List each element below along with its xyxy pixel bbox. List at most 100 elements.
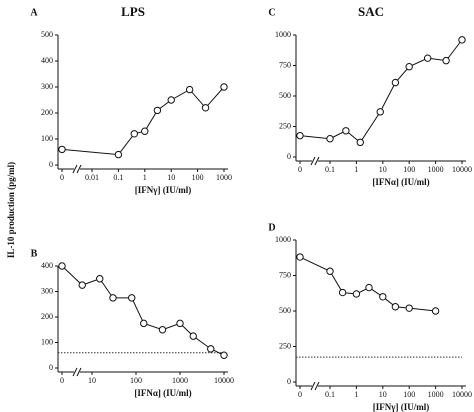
x-tick-label: 10 bbox=[167, 173, 175, 182]
x-tick-label: 1000 bbox=[428, 390, 444, 399]
axis-break-gap bbox=[312, 158, 318, 164]
data-point bbox=[153, 106, 162, 115]
y-tick-label: 0 bbox=[49, 160, 53, 169]
x-tick-label: 0.1 bbox=[113, 173, 123, 182]
y-tick-label: 750 bbox=[279, 270, 291, 279]
axis-break bbox=[310, 381, 316, 391]
x-tick-label: 10 bbox=[88, 376, 96, 385]
data-point bbox=[176, 319, 184, 328]
x-tick-label: 0 bbox=[298, 165, 302, 174]
chart-title: LPS bbox=[121, 4, 145, 19]
axis-break-gap bbox=[312, 383, 318, 389]
x-tick-label: 100 bbox=[403, 165, 415, 174]
data-point bbox=[114, 150, 123, 159]
data-point bbox=[365, 283, 373, 292]
axis-break bbox=[314, 156, 320, 166]
data-point bbox=[458, 36, 466, 44]
y-tick-label: 100 bbox=[41, 337, 53, 346]
data-point bbox=[405, 63, 413, 71]
y-tick-label: 750 bbox=[279, 60, 291, 69]
panel-label: C bbox=[268, 7, 275, 18]
x-tick-label: 0 bbox=[60, 376, 64, 385]
x-tick-label: 0.01 bbox=[85, 173, 99, 182]
y-tick-label: 1000 bbox=[275, 30, 291, 39]
x-tick-label: 0 bbox=[298, 390, 302, 399]
x-tick-label: 1 bbox=[354, 165, 358, 174]
data-point bbox=[296, 131, 304, 140]
y-axis-label: IL-10 production (pg/ml) bbox=[6, 162, 16, 258]
y-tick-label: 0 bbox=[287, 377, 291, 386]
data-point bbox=[391, 78, 400, 87]
y-tick-label: 250 bbox=[279, 341, 291, 350]
y-tick-label: 300 bbox=[41, 286, 53, 295]
chart-title: SAC bbox=[358, 4, 384, 19]
data-point bbox=[356, 138, 364, 147]
panel-label: B bbox=[31, 248, 38, 259]
x-axis-label: [IFNα] (IU/ml) bbox=[134, 388, 191, 398]
data-point bbox=[140, 319, 148, 328]
data-point bbox=[207, 345, 215, 353]
axis-break bbox=[310, 156, 316, 166]
x-tick-label: 1 bbox=[143, 173, 147, 182]
data-point bbox=[167, 96, 175, 104]
data-point bbox=[405, 304, 413, 312]
axis-break bbox=[76, 367, 82, 377]
x-axis-label: [IFNγ] (IU/ml) bbox=[135, 185, 191, 195]
data-point bbox=[158, 326, 167, 334]
x-tick-label: 100 bbox=[192, 173, 204, 182]
x-tick-label: 10000 bbox=[214, 376, 234, 385]
data-point bbox=[109, 294, 117, 302]
data-point bbox=[58, 145, 66, 154]
panel-label: D bbox=[268, 222, 275, 233]
y-tick-label: 400 bbox=[41, 261, 53, 270]
data-point bbox=[78, 281, 86, 289]
data-point bbox=[128, 294, 136, 302]
y-tick-label: 500 bbox=[279, 91, 291, 100]
data-point bbox=[220, 351, 228, 359]
x-tick-label: 10000 bbox=[452, 390, 472, 399]
x-tick-label: 1000 bbox=[428, 165, 444, 174]
x-tick-label: 10 bbox=[379, 165, 387, 174]
y-tick-label: 250 bbox=[279, 121, 291, 130]
x-tick-label: 100 bbox=[130, 376, 142, 385]
data-point bbox=[376, 108, 384, 116]
data-line bbox=[61, 265, 225, 356]
x-tick-label: 10 bbox=[379, 390, 387, 399]
data-point bbox=[296, 253, 304, 261]
data-point bbox=[201, 104, 210, 112]
data-point bbox=[189, 332, 197, 340]
axis-break-gap bbox=[74, 166, 80, 172]
data-point bbox=[326, 267, 334, 275]
x-tick-label: 100 bbox=[403, 390, 415, 399]
data-point bbox=[220, 83, 228, 91]
axis-break bbox=[72, 164, 78, 174]
data-point bbox=[130, 130, 138, 138]
x-axis-label: [IFNα] (IU/ml) bbox=[372, 177, 429, 187]
data-point bbox=[96, 275, 104, 283]
x-tick-label: 1000 bbox=[172, 376, 188, 385]
y-tick-label: 1000 bbox=[275, 235, 291, 244]
data-point bbox=[326, 135, 334, 143]
y-tick-label: 300 bbox=[41, 82, 53, 91]
data-point bbox=[423, 54, 432, 62]
data-point bbox=[58, 262, 66, 270]
panel-label: A bbox=[30, 7, 38, 18]
data-point bbox=[342, 127, 350, 135]
data-line bbox=[299, 256, 436, 312]
y-tick-label: 500 bbox=[279, 306, 291, 315]
y-tick-label: 400 bbox=[41, 56, 53, 65]
x-tick-label: 1000 bbox=[216, 173, 232, 182]
axis-break bbox=[314, 381, 320, 391]
data-point bbox=[431, 307, 440, 315]
x-tick-label: 0.1 bbox=[325, 165, 335, 174]
y-tick-label: 0 bbox=[287, 152, 291, 161]
data-point bbox=[338, 288, 347, 297]
x-axis-label: [IFNγ] (IU/ml) bbox=[373, 402, 429, 412]
y-tick-label: 200 bbox=[41, 108, 53, 117]
y-tick-label: 0 bbox=[49, 363, 53, 372]
data-point bbox=[379, 293, 387, 301]
axis-break bbox=[72, 367, 78, 377]
y-tick-label: 100 bbox=[41, 134, 53, 143]
data-line bbox=[299, 39, 463, 144]
